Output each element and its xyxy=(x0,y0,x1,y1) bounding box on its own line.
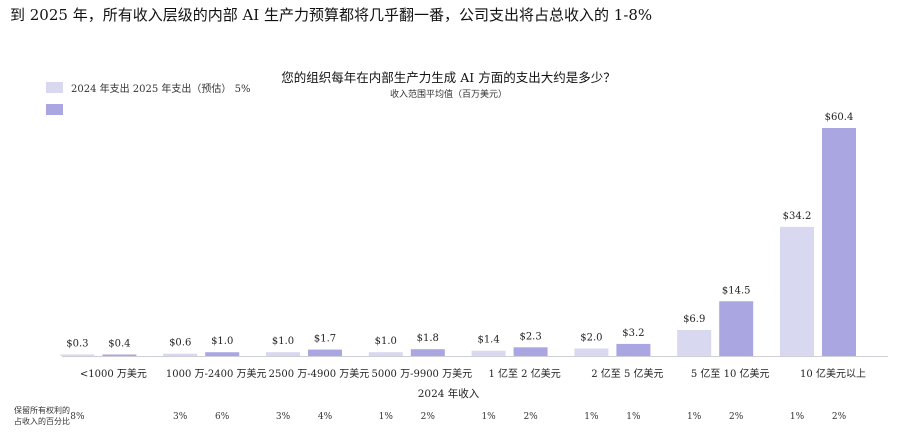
data-label-2025-2: $1.7 xyxy=(314,334,336,345)
data-label-2024-2: $1.0 xyxy=(272,336,294,347)
share-value-2025-3: 2% xyxy=(421,412,436,422)
category-label-7: 10 亿美元以上 xyxy=(800,367,866,380)
data-label-2024-3: $1.0 xyxy=(375,336,397,347)
category-label-0: <1000 万美元 xyxy=(80,367,147,380)
category-label-6: 5 亿至 10 亿美元 xyxy=(691,367,770,380)
share-value-2025-2: 4% xyxy=(318,412,333,422)
chart-question: 您的组织每年在内部生产力生成 AI 方面的支出大约是多少？ xyxy=(281,70,616,85)
category-label-5: 2 亿至 5 亿美元 xyxy=(591,367,663,380)
category-label-1: 1000 万-2400 万美元 xyxy=(166,367,267,380)
data-label-2024-5: $2.0 xyxy=(580,332,602,343)
share-value-2025-6: 2% xyxy=(729,412,744,422)
share-value-2024-3: 1% xyxy=(379,412,394,422)
bar-2024-7 xyxy=(780,226,814,356)
bar-2025-1 xyxy=(205,352,240,356)
data-label-2024-7: $34.2 xyxy=(783,211,812,222)
legend-row-2024: 2024 年支出 2025 年支出（预估） 5% xyxy=(46,81,251,95)
share-value-2024-7: 1% xyxy=(790,412,805,422)
category-label-4: 1 亿至 2 亿美元 xyxy=(488,367,560,380)
share-value-2024-4: 1% xyxy=(481,412,496,422)
bar-2025-5 xyxy=(616,343,651,356)
chart-subtitle: 收入范围平均值（百万美元） xyxy=(389,90,507,100)
data-label-2025-5: $3.2 xyxy=(622,328,644,339)
category-label-3: 5000 万-9900 万美元 xyxy=(371,367,472,380)
data-label-2024-1: $0.6 xyxy=(169,338,191,349)
legend-label: 2024 年支出 2025 年支出（预估） 5% xyxy=(71,84,251,95)
share-row-label: 保留所有权利的占收入的百分比 xyxy=(14,406,70,426)
bar-2024-0 xyxy=(60,354,95,356)
bar-2024-1 xyxy=(163,353,198,356)
share-value-2025-5: 1% xyxy=(626,412,641,422)
legend-swatch-2025 xyxy=(46,104,63,115)
data-label-2024-6: $6.9 xyxy=(683,314,705,325)
bar-2024-2 xyxy=(266,352,300,356)
data-label-2025-1: $1.0 xyxy=(211,336,233,347)
chart-legend: 2024 年支出 2025 年支出（预估） 5% xyxy=(46,81,250,125)
bar-2025-4 xyxy=(513,347,548,356)
share-value-2024-5: 1% xyxy=(584,412,599,422)
bar-2025-3 xyxy=(410,349,445,356)
share-value-2025-1: 6% xyxy=(215,412,230,422)
bar-2024-5 xyxy=(574,348,609,356)
share-value-2024-6: 1% xyxy=(687,412,702,422)
data-label-2025-3: $1.8 xyxy=(417,333,439,344)
share-value-2024-0: 8% xyxy=(70,412,85,422)
data-label-2025-0: $0.4 xyxy=(108,338,130,349)
data-label-2024-0: $0.3 xyxy=(66,339,88,350)
share-value-2025-7: 2% xyxy=(832,412,847,422)
bar-2025-6 xyxy=(719,301,754,356)
bar-2024-6 xyxy=(677,329,712,356)
share-value-2024-1: 3% xyxy=(173,412,188,422)
legend-row-2025 xyxy=(46,103,250,116)
bar-2025-7 xyxy=(822,128,856,356)
share-value-2025-4: 2% xyxy=(523,412,538,422)
data-label-2025-7: $60.4 xyxy=(825,112,854,123)
category-label-2: 2500 万-4900 万美元 xyxy=(269,367,370,380)
bar-2025-2 xyxy=(308,349,342,356)
data-label-2025-6: $14.5 xyxy=(722,285,751,296)
data-label-2025-4: $2.3 xyxy=(519,331,541,342)
legend-swatch-2024 xyxy=(46,82,63,93)
share-value-2024-2: 3% xyxy=(276,412,291,422)
x-axis-title: 2024 年收入 xyxy=(417,388,480,400)
page-headline: 到 2025 年，所有收入层级的内部 AI 生产力预算都将几乎翻一番，公司支出将… xyxy=(10,6,653,24)
bar-2025-0 xyxy=(102,354,137,356)
data-label-2024-4: $1.4 xyxy=(477,335,499,346)
bar-2024-3 xyxy=(368,352,403,356)
bar-2024-4 xyxy=(471,350,506,356)
